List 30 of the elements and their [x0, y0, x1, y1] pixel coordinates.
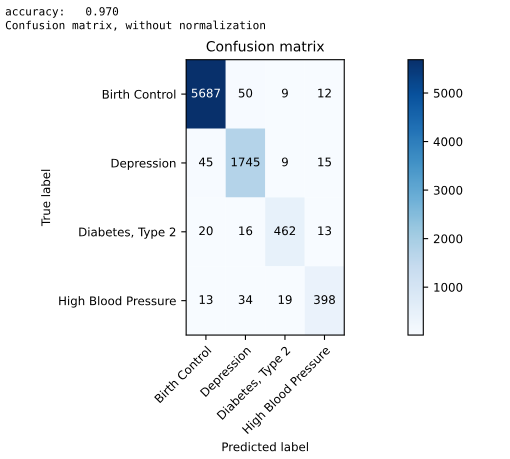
data-label: 9 — [282, 88, 288, 98]
data-label: 34 — [238, 295, 252, 304]
data-label: 462 — [274, 226, 296, 236]
data-label: 398 — [314, 295, 335, 304]
y-tick-label: Depression — [112, 158, 176, 170]
color-bar-label: 1000 — [434, 282, 462, 292]
x-axis-title: Predicted label — [222, 442, 308, 452]
data-label: 13 — [318, 226, 332, 236]
color-bar-label: 2000 — [434, 234, 462, 244]
data-label: 45 — [198, 158, 212, 166]
data-label: 13 — [200, 295, 212, 304]
data-label: 1745 — [232, 158, 260, 166]
chart-title: Confusion matrix — [206, 40, 324, 52]
text: accuracy: 0.970 — [6, 7, 118, 18]
color-bar-label: 5000 — [434, 88, 462, 98]
color-bar-label: 3000 — [434, 186, 462, 195]
color-bar-label: 4000 — [434, 137, 462, 146]
data-label: 50 — [238, 88, 252, 98]
y-tick-label: High Blood Pressure — [59, 296, 176, 308]
data-label: 19 — [278, 295, 292, 304]
data-label: 9 — [282, 157, 288, 166]
data-label: 5687 — [192, 88, 220, 98]
y-tick-label: Birth Control — [102, 90, 176, 99]
text: Confusion matrix, without normalization — [6, 20, 265, 31]
data-label: 15 — [318, 158, 331, 166]
data-label: 16 — [239, 226, 252, 236]
data-label: 20 — [199, 226, 213, 236]
data-label: 12 — [318, 88, 331, 98]
y-axis-title: True label — [41, 170, 50, 226]
y-tick-label: Diabetes, Type 2 — [79, 227, 176, 239]
